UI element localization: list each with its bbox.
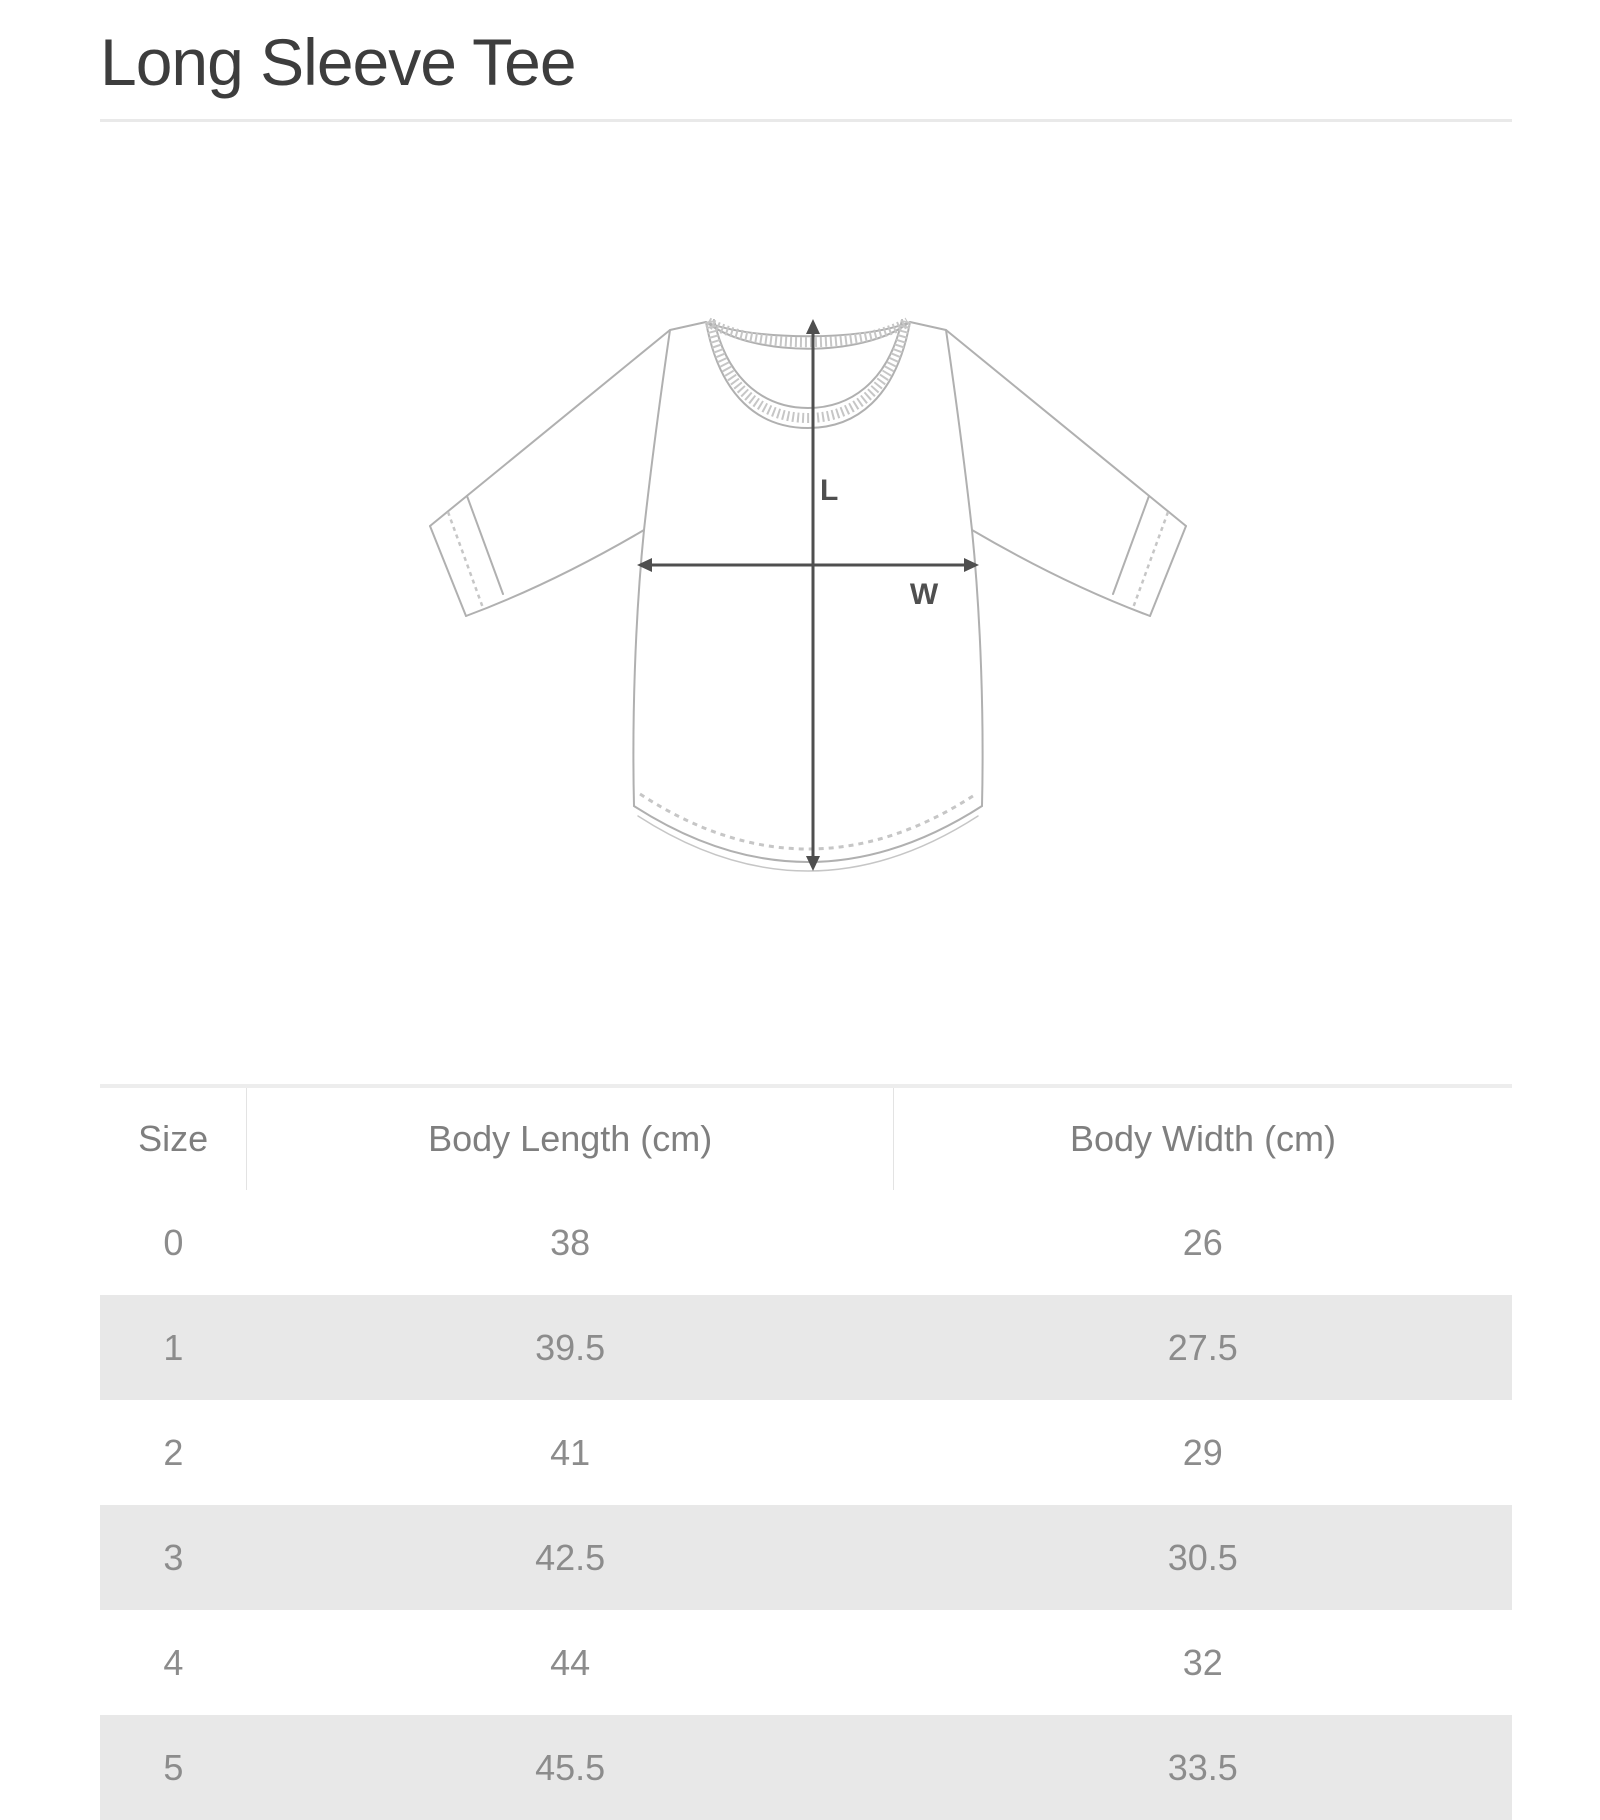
body-length-cell: 44 (550, 1641, 591, 1683)
length-label: L (820, 474, 838, 507)
body-length-cell: 45.5 (535, 1746, 606, 1788)
size-cell: 5 (163, 1746, 184, 1788)
body-width-cell: 27.5 (1167, 1326, 1238, 1368)
body-length-cell: 41 (550, 1431, 591, 1473)
table-row: 5 45.5 33.5 (100, 1715, 1512, 1820)
arrow-down-icon (806, 856, 820, 872)
body-width-cell: 33.5 (1167, 1746, 1238, 1788)
body-width-cell: 29 (1182, 1431, 1223, 1473)
width-label: W (910, 578, 939, 611)
tee-stitching (446, 317, 1170, 851)
size-cell: 4 (163, 1641, 184, 1683)
size-chart-body: 0 38 26 1 39.5 27.5 2 41 29 3 42.5 30.5 … (100, 1190, 1512, 1820)
arrow-right-icon (964, 558, 979, 573)
column-header-size: Size (100, 1086, 247, 1191)
tee-measurement-diagram: L W (429, 317, 1187, 873)
product-measurement-figure: L W (100, 122, 1512, 915)
column-header-length: Body Length (cm) (246, 1086, 894, 1191)
page-content: Long Sleeve Tee (100, 0, 1512, 1820)
size-cell: 2 (163, 1431, 184, 1473)
header-row: Size Body Length (cm) Body Width (cm) (100, 1086, 1512, 1191)
table-row: 4 44 32 (100, 1610, 1512, 1715)
length-arrow: L (806, 319, 838, 872)
body-width-cell: 32 (1182, 1641, 1223, 1683)
size-cell: 0 (163, 1221, 184, 1263)
tee-outline (429, 319, 1187, 873)
table-row: 1 39.5 27.5 (100, 1295, 1512, 1401)
column-header-width: Body Width (cm) (893, 1086, 1512, 1191)
arrow-left-icon (637, 558, 652, 573)
body-length-cell: 42.5 (535, 1536, 606, 1578)
size-cell: 1 (163, 1326, 184, 1368)
table-row: 2 41 29 (100, 1400, 1512, 1505)
page-header: Long Sleeve Tee (100, 0, 1512, 123)
size-chart-table: Size Body Length (cm) Body Width (cm) 0 … (100, 1084, 1512, 1820)
table-row: 3 42.5 30.5 (100, 1505, 1512, 1611)
table-row: 0 38 26 (100, 1190, 1512, 1295)
body-length-cell: 38 (550, 1221, 591, 1263)
body-width-cell: 30.5 (1167, 1536, 1238, 1578)
arrow-up-icon (806, 319, 820, 335)
body-width-cell: 26 (1182, 1221, 1223, 1263)
page-title: Long Sleeve Tee (100, 25, 577, 99)
width-arrow: W (637, 558, 979, 611)
size-chart-header: Size Body Length (cm) Body Width (cm) (100, 1086, 1512, 1191)
body-length-cell: 39.5 (535, 1326, 606, 1368)
size-cell: 3 (163, 1536, 184, 1578)
